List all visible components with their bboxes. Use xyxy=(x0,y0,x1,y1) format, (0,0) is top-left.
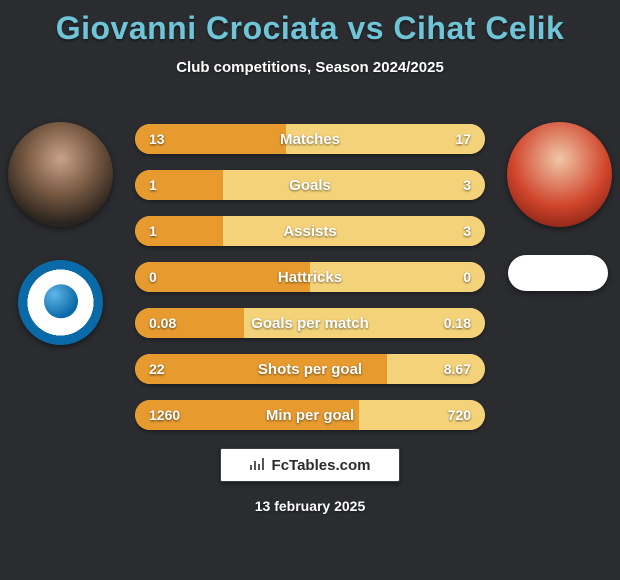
club-right-badge xyxy=(508,255,608,291)
brand-text: FcTables.com xyxy=(272,457,371,474)
subtitle: Club competitions, Season 2024/2025 xyxy=(0,59,620,76)
chart-icon xyxy=(250,457,266,474)
club-left-badge xyxy=(18,260,103,345)
page-title: Giovanni Crociata vs Cihat Celik xyxy=(0,0,620,47)
stat-label: Assists xyxy=(135,216,485,246)
stat-label: Goals xyxy=(135,170,485,200)
stat-row: 228.67Shots per goal xyxy=(135,354,485,384)
stat-row: 13Goals xyxy=(135,170,485,200)
player-left-avatar xyxy=(8,122,113,227)
stat-row: 0.080.18Goals per match xyxy=(135,308,485,338)
date-label: 13 february 2025 xyxy=(0,498,620,514)
stat-label: Matches xyxy=(135,124,485,154)
stat-row: 00Hattricks xyxy=(135,262,485,292)
stat-label: Hattricks xyxy=(135,262,485,292)
stat-row: 1317Matches xyxy=(135,124,485,154)
comparison-chart: 1317Matches 13Goals 13Assists 00Hattricks 0.… xyxy=(135,124,485,446)
stat-label: Shots per goal xyxy=(135,354,485,384)
brand-badge[interactable]: FcTables.com xyxy=(220,448,400,482)
stat-row: 13Assists xyxy=(135,216,485,246)
player-right-avatar xyxy=(507,122,612,227)
stat-label: Goals per match xyxy=(135,308,485,338)
stat-row: 1260720Min per goal xyxy=(135,400,485,430)
stat-label: Min per goal xyxy=(135,400,485,430)
